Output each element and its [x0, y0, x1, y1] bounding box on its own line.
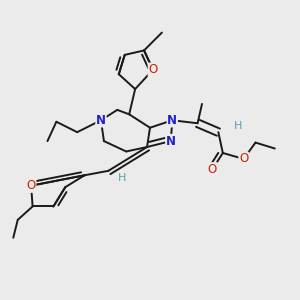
Text: N: N [96, 114, 106, 127]
Text: H: H [233, 121, 242, 131]
Text: O: O [26, 179, 36, 192]
Text: O: O [148, 63, 158, 76]
Text: N: N [167, 114, 177, 127]
Text: O: O [239, 152, 248, 165]
Text: N: N [166, 135, 176, 148]
Text: H: H [118, 173, 126, 183]
Text: O: O [208, 163, 217, 176]
